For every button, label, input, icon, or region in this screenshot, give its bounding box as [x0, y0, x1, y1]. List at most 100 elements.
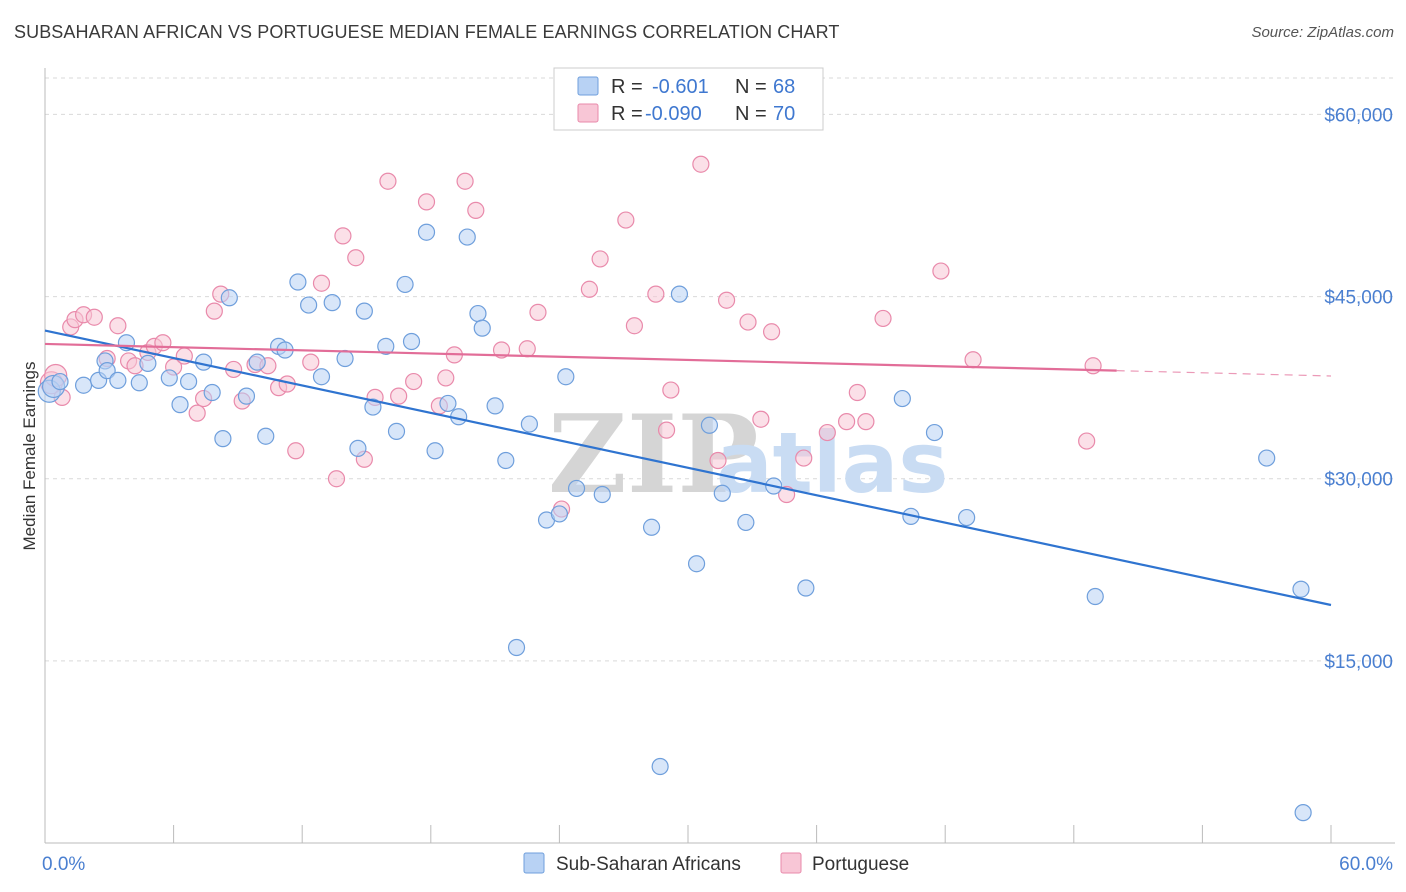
- trend-lines: [44, 329, 1332, 607]
- portuguese-point: [848, 383, 866, 402]
- trend-line-portuguese: [44, 342, 1117, 372]
- subsaharan-point: [593, 485, 611, 504]
- subsaharan-point: [171, 396, 189, 414]
- subsaharan-point: [893, 389, 911, 408]
- subsaharan-point: [98, 362, 116, 380]
- y-tick-label: $60,000: [1324, 105, 1393, 126]
- legend-n-label: N =: [735, 76, 767, 98]
- x-axis-tick-labels: 0.0% 60.0%: [42, 854, 1393, 875]
- series-legend: Sub-Saharan Africans Portuguese: [523, 852, 909, 875]
- subsaharan-point: [687, 555, 706, 573]
- portuguese-point: [347, 249, 365, 267]
- portuguese-point: [437, 369, 455, 387]
- subsaharan-point: [109, 371, 127, 389]
- subsaharan-point: [237, 387, 256, 405]
- y-tick-label: $45,000: [1324, 288, 1393, 309]
- subsaharan-point: [1086, 587, 1104, 606]
- subsaharan-point: [300, 296, 318, 314]
- x-tick-label-min: 0.0%: [42, 854, 85, 875]
- legend-n-value-subsaharan: 68: [773, 76, 795, 98]
- portuguese-point: [932, 262, 950, 280]
- subsaharan-point: [130, 374, 148, 392]
- portuguese-point: [1078, 432, 1096, 450]
- subsaharan-point: [700, 416, 719, 434]
- legend-n-value-portuguese: 70: [773, 103, 795, 125]
- y-tick-label: $15,000: [1324, 652, 1393, 673]
- chart-title: SUBSAHARAN AFRICAN VS PORTUGUESE MEDIAN …: [14, 22, 840, 42]
- series-legend-swatch-subsaharan: [523, 852, 545, 874]
- subsaharan-point: [507, 638, 526, 657]
- portuguese-points: [39, 155, 1102, 518]
- portuguese-point: [617, 211, 635, 229]
- portuguese-point: [379, 172, 397, 190]
- portuguese-point: [334, 227, 352, 245]
- series-legend-label-subsaharan: Sub-Saharan Africans: [556, 854, 741, 875]
- y-axis-tick-labels: $15,000 $30,000 $45,000 $60,000: [1324, 105, 1393, 672]
- series-legend-swatch-portuguese: [780, 852, 802, 874]
- portuguese-point: [467, 201, 485, 219]
- trend-line-subsaharan: [44, 329, 1332, 607]
- correlation-legend: R = -0.601 N = 68 R = -0.090 N = 70: [553, 67, 824, 131]
- x-tick-label-max: 60.0%: [1339, 854, 1393, 875]
- subsaharan-point: [312, 368, 331, 386]
- subsaharan-point: [797, 579, 815, 597]
- portuguese-point: [762, 323, 781, 341]
- subsaharan-point: [74, 376, 93, 394]
- portuguese-point: [752, 410, 770, 428]
- portuguese-point: [964, 351, 982, 369]
- legend-swatch-subsaharan: [577, 76, 599, 96]
- series-legend-label-portuguese: Portuguese: [812, 854, 909, 875]
- subsaharan-point: [557, 368, 575, 386]
- portuguese-point: [874, 309, 892, 328]
- portuguese-point: [518, 340, 536, 358]
- portuguese-point: [795, 449, 813, 467]
- subsaharan-point: [203, 383, 221, 402]
- legend-n-label: N =: [735, 103, 767, 125]
- portuguese-point: [717, 291, 736, 309]
- portuguese-point: [662, 381, 680, 399]
- subsaharan-point: [248, 353, 266, 371]
- portuguese-point: [312, 274, 331, 292]
- subsaharan-point: [364, 398, 382, 416]
- subsaharan-point: [289, 273, 307, 291]
- y-tick-label: $30,000: [1324, 470, 1393, 491]
- source-label: Source: ZipAtlas.com: [1251, 24, 1394, 41]
- trend-line-portuguese-extension: [1116, 370, 1332, 377]
- portuguese-point: [405, 372, 423, 391]
- subsaharan-point: [51, 372, 69, 391]
- portuguese-point: [390, 387, 408, 405]
- portuguese-point: [818, 423, 836, 442]
- subsaharan-point: [550, 505, 569, 523]
- portuguese-point: [657, 421, 676, 439]
- portuguese-point: [154, 334, 172, 352]
- subsaharan-point: [220, 289, 238, 307]
- subsaharan-point: [1258, 449, 1276, 467]
- subsaharan-point: [439, 394, 457, 413]
- legend-r-label: R =: [611, 76, 643, 98]
- subsaharan-point: [958, 508, 976, 527]
- portuguese-point: [591, 250, 609, 268]
- subsaharan-point: [180, 372, 198, 391]
- subsaharan-point: [396, 275, 414, 294]
- subsaharan-point: [486, 397, 504, 415]
- portuguese-point: [302, 353, 320, 371]
- axes: [44, 68, 1395, 844]
- portuguese-point: [838, 413, 856, 431]
- subsaharan-point: [925, 423, 944, 442]
- portuguese-point: [109, 317, 127, 335]
- portuguese-point: [692, 155, 710, 173]
- subsaharan-point: [349, 439, 367, 457]
- portuguese-point: [205, 302, 223, 320]
- subsaharan-point: [139, 354, 157, 372]
- subsaharan-point: [651, 757, 669, 776]
- legend-r-label: R =: [611, 103, 643, 125]
- subsaharan-point: [377, 337, 395, 355]
- subsaharan-point: [257, 427, 275, 445]
- subsaharan-point: [426, 442, 444, 460]
- portuguese-point: [625, 317, 644, 335]
- subsaharan-point: [323, 294, 341, 312]
- subsaharan-point: [567, 479, 586, 498]
- portuguese-point: [85, 308, 103, 326]
- subsaharan-point: [1292, 580, 1310, 598]
- legend-r-value-subsaharan: -0.601: [652, 76, 709, 98]
